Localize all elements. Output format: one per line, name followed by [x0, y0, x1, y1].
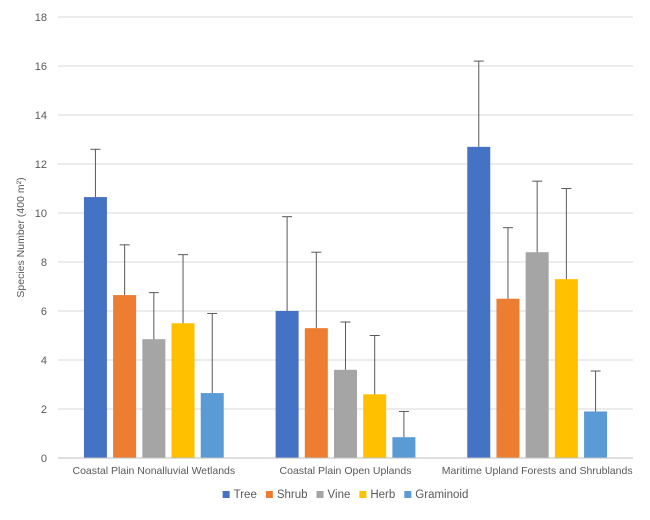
category-label: Coastal Plain Nonalluvial Wetlands [73, 465, 236, 477]
bar-graminoid-2 [584, 411, 608, 458]
bar-herb-0 [171, 323, 195, 458]
legend-item-shrub: Shrub [265, 489, 308, 501]
bar-shrub-2 [496, 298, 520, 458]
category-label: Maritime Upland Forests and Shrublands [442, 465, 633, 477]
y-tick-label: 14 [35, 110, 47, 122]
category-labels: Coastal Plain Nonalluvial Wetlands Coasta… [73, 465, 633, 477]
y-axis-ticks: 0 2 4 6 8 10 12 14 16 18 [35, 12, 47, 465]
legend-label: Graminoid [415, 489, 468, 501]
legend: Tree Shrub Vine Herb Graminoid [222, 489, 468, 501]
bar-shrub-0 [113, 295, 137, 458]
legend-label: Shrub [277, 489, 308, 501]
legend-swatch [316, 491, 324, 498]
legend-label: Tree [234, 489, 257, 501]
legend-item-tree: Tree [222, 489, 257, 501]
legend-item-graminoid: Graminoid [404, 489, 468, 501]
legend-label: Vine [328, 489, 351, 501]
bar-vine-0 [142, 339, 166, 458]
legend-label: Herb [370, 489, 395, 501]
y-axis-title: Species Number (400 m²) [15, 177, 27, 297]
y-tick-label: 8 [41, 257, 47, 269]
bar-herb-1 [363, 394, 387, 458]
bar-vine-2 [525, 252, 549, 458]
bar-tree-2 [467, 146, 491, 458]
legend-swatch [222, 491, 230, 498]
legend-swatch [265, 491, 273, 498]
bar-tree-0 [83, 197, 107, 458]
y-tick-label: 10 [35, 208, 47, 220]
y-tick-label: 12 [35, 159, 47, 171]
y-tick-label: 18 [35, 12, 47, 24]
y-tick-label: 4 [41, 355, 47, 367]
y-tick-label: 2 [41, 404, 47, 416]
legend-swatch [404, 491, 412, 498]
bars [83, 146, 608, 458]
y-tick-label: 0 [41, 453, 47, 465]
bar-graminoid-0 [200, 393, 224, 458]
bar-vine-1 [334, 369, 357, 458]
legend-item-vine: Vine [316, 489, 351, 501]
bar-graminoid-1 [392, 437, 416, 458]
legend-item-herb: Herb [359, 489, 395, 501]
bar-herb-2 [554, 279, 578, 458]
y-tick-label: 16 [35, 61, 47, 73]
legend-swatch [359, 491, 367, 498]
y-tick-label: 6 [41, 306, 47, 318]
bar-shrub-1 [304, 328, 328, 458]
bar-tree-1 [275, 311, 299, 458]
category-label: Coastal Plain Open Uplands [280, 465, 412, 477]
error-bars [90, 60, 601, 438]
